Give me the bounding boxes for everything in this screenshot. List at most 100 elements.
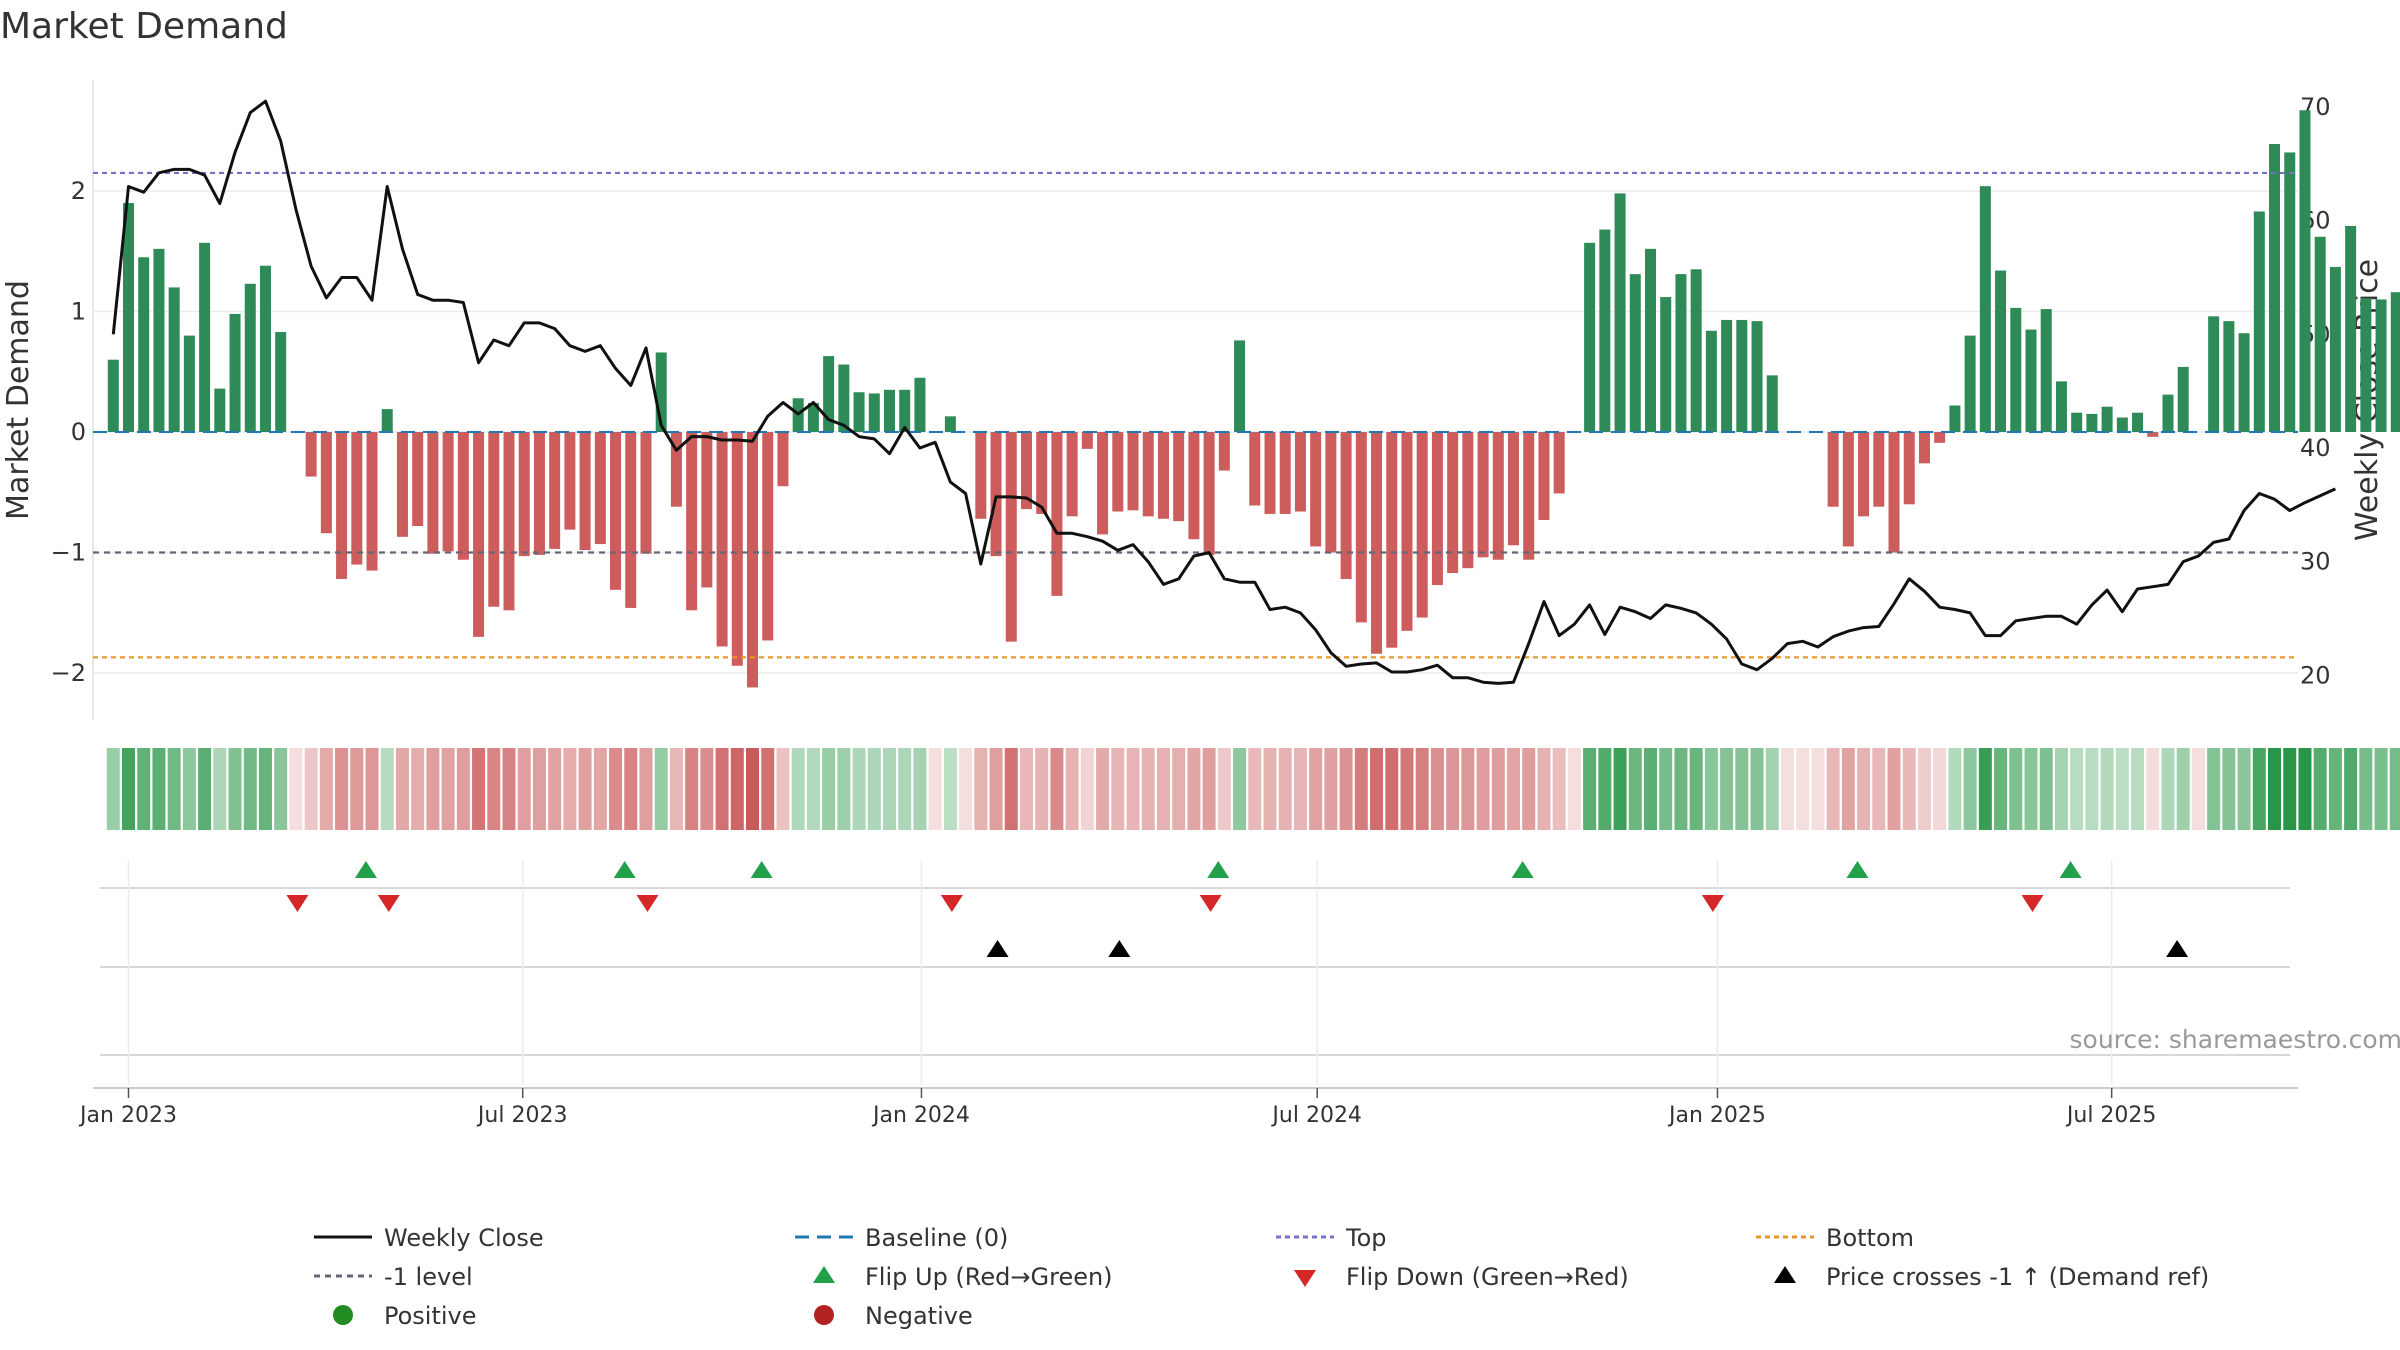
positive-bar — [1721, 319, 1733, 432]
heat-cell — [2252, 748, 2266, 830]
demand-bars — [107, 110, 2400, 688]
negative-bar — [488, 432, 500, 607]
heat-cell — [1659, 748, 1673, 830]
chart-legend: Weekly Close Baseline (0) Top Bottom -1 leve… — [314, 1224, 2209, 1330]
heat-cell — [548, 748, 562, 830]
negative-bar — [442, 432, 454, 552]
negative-bar — [564, 432, 576, 530]
heat-cell — [1841, 748, 1855, 830]
heat-cell — [1674, 748, 1688, 830]
heat-cell — [1917, 748, 1931, 830]
positive-bar — [2269, 144, 2281, 432]
heat-cell — [2298, 748, 2312, 830]
flip-down-marker — [636, 895, 659, 912]
heat-cell — [1111, 748, 1125, 830]
heat-cell — [365, 748, 379, 830]
flip-up-marker — [750, 861, 773, 878]
heat-cell — [1826, 748, 1840, 830]
heat-cell — [943, 748, 957, 830]
negative-bar — [1553, 432, 1565, 494]
positive-bar — [2086, 413, 2098, 432]
flip-down-marker — [1701, 895, 1724, 912]
positive-bar — [1675, 274, 1687, 432]
positive-bar — [229, 313, 241, 432]
positive-bar — [823, 356, 835, 432]
heat-cell — [1598, 748, 1612, 830]
heat-cell — [2389, 748, 2400, 830]
positive-bar — [1614, 193, 1626, 432]
negative-bar — [1310, 432, 1322, 547]
x-tick-label: Jul 2025 — [2065, 1103, 2157, 1128]
heat-cell — [746, 748, 760, 830]
heat-cell — [913, 748, 927, 830]
heat-cell — [959, 748, 973, 830]
heat-cell — [319, 748, 333, 830]
flip-up-marker — [354, 861, 377, 878]
negative-bar — [1340, 432, 1352, 580]
heat-cell — [1096, 748, 1110, 830]
heat-cell — [669, 748, 683, 830]
positive-bar — [868, 393, 880, 432]
negative-bar — [1325, 432, 1337, 553]
heat-cell — [2054, 748, 2068, 830]
heat-cell — [776, 748, 790, 830]
negative-bar — [503, 432, 515, 611]
negative-bar — [366, 432, 378, 571]
heat-cell — [1248, 748, 1262, 830]
negative-bar — [1066, 432, 1078, 517]
heat-cell — [1354, 748, 1368, 830]
negative-bar — [762, 432, 774, 641]
positive-bar — [1705, 330, 1717, 432]
positive-bar — [1751, 321, 1763, 432]
heat-cell — [411, 748, 425, 830]
heat-cell — [1019, 748, 1033, 830]
negative-bar — [305, 432, 317, 477]
positive-bar — [2132, 412, 2144, 432]
negative-bar — [427, 432, 439, 554]
negative-bar — [670, 432, 682, 507]
heat-cell — [578, 748, 592, 830]
positive-bar — [1979, 186, 1991, 432]
price-cross-marker — [986, 940, 1009, 957]
positive-bar — [214, 388, 226, 432]
x-tick-label: Jan 2025 — [1667, 1103, 1766, 1128]
heat-cell — [1780, 748, 1794, 830]
negative-bar — [1462, 432, 1474, 569]
heat-cell — [1902, 748, 1916, 830]
negative-bar — [1142, 432, 1154, 517]
negative-bar — [1294, 432, 1306, 512]
positive-bar — [2010, 307, 2022, 432]
negative-bar — [351, 432, 363, 565]
negative-bar — [1020, 432, 1032, 510]
negative-bar — [625, 432, 637, 608]
legend-positive-swatch — [333, 1305, 353, 1325]
y-left-tick-label: −2 — [51, 659, 86, 687]
heat-cell — [1735, 748, 1749, 830]
negative-bar — [731, 432, 743, 666]
negative-bar — [1127, 432, 1139, 511]
legend-negative-label: Negative — [865, 1302, 973, 1330]
heat-cell — [472, 748, 486, 830]
heat-cell — [654, 748, 668, 830]
demand-heat-strip — [106, 748, 2400, 830]
positive-bar — [1645, 248, 1656, 432]
negative-bar — [701, 432, 713, 588]
positive-bar — [1766, 375, 1778, 432]
positive-bar — [1234, 340, 1246, 432]
heat-cell — [624, 748, 638, 830]
reference-lines — [93, 171, 2298, 659]
positive-bar — [2238, 333, 2250, 432]
negative-bar — [1492, 432, 1504, 560]
heat-cell — [2344, 748, 2358, 830]
x-tick-label: Jan 2023 — [78, 1103, 177, 1128]
y-left-tick-label: 0 — [71, 418, 86, 446]
flip-up-marker — [2059, 861, 2082, 878]
heat-cell — [2328, 748, 2342, 830]
negative-bar — [1477, 432, 1489, 558]
legend-price-cross-swatch — [1774, 1266, 1796, 1283]
negative-bar — [1416, 432, 1428, 618]
heat-cell — [228, 748, 242, 830]
positive-bar — [2299, 110, 2311, 432]
heat-cell — [1126, 748, 1140, 830]
heat-cell — [456, 748, 470, 830]
